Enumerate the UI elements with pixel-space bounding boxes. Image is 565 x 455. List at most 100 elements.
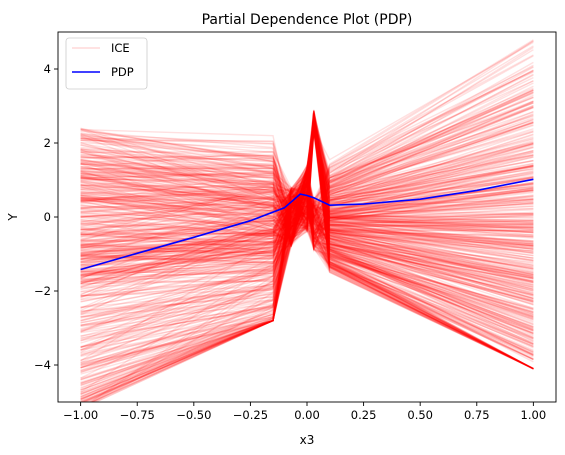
ice-line — [80, 217, 534, 351]
ice-line — [80, 87, 534, 296]
ice-line — [80, 122, 534, 255]
ice-line — [80, 185, 534, 402]
ice-line — [80, 171, 534, 360]
ice-line — [80, 80, 534, 393]
ice-line — [80, 201, 534, 402]
ice-line — [80, 122, 534, 243]
ice-line — [80, 122, 534, 218]
ice-line — [80, 117, 534, 230]
ice-line — [80, 173, 534, 303]
ice-line — [80, 118, 534, 238]
ice-line — [80, 190, 534, 361]
ice-line — [80, 177, 534, 241]
pdp-line — [80, 178, 534, 271]
ice-line — [80, 73, 534, 231]
ice-line — [80, 131, 534, 215]
ice-line — [80, 123, 534, 263]
ice-line — [80, 124, 534, 213]
ice-line — [80, 183, 534, 319]
ice-line — [80, 117, 534, 331]
ice-line — [80, 88, 534, 223]
ice-line — [80, 164, 534, 247]
ice-line — [80, 201, 534, 276]
ice-line — [84, 122, 534, 402]
ice-line — [80, 179, 534, 381]
ice-line — [80, 191, 534, 269]
ice-line — [80, 116, 534, 340]
ice-line — [80, 111, 534, 236]
ice-line — [80, 137, 534, 247]
ice-line — [80, 120, 534, 266]
ice-line — [80, 121, 534, 233]
y-axis-label: Y — [6, 213, 20, 222]
ice-line — [80, 113, 534, 248]
ice-line — [80, 198, 534, 244]
ice-line — [80, 123, 534, 337]
ice-line — [80, 165, 534, 250]
ice-line — [80, 40, 534, 299]
ice-line — [80, 202, 534, 402]
ice-line — [80, 130, 534, 367]
ice-line — [80, 117, 534, 365]
ice-line — [80, 118, 534, 243]
ice-line — [80, 122, 534, 263]
ice-line — [80, 118, 534, 351]
ice-line — [80, 133, 534, 297]
ice-line — [80, 116, 534, 277]
ice-line — [80, 168, 534, 391]
ice-line — [80, 183, 534, 320]
ice-line — [80, 215, 534, 266]
ice-line — [80, 175, 534, 288]
ice-line — [80, 114, 534, 239]
x-tick-label: −0.50 — [176, 408, 211, 422]
ice-line — [80, 180, 534, 252]
ice-line — [80, 115, 534, 282]
ice-line — [80, 127, 534, 312]
ice-line — [80, 128, 534, 223]
ice-line — [80, 187, 534, 364]
ice-line — [80, 176, 534, 249]
ice-line — [80, 186, 534, 244]
ice-line — [80, 180, 534, 341]
ice-line — [80, 115, 534, 280]
ice-line — [80, 167, 534, 257]
ice-line — [90, 207, 534, 402]
ice-line — [80, 131, 534, 275]
ice-line — [80, 136, 534, 285]
ice-line — [80, 113, 534, 215]
ice-line — [80, 191, 534, 300]
ice-line — [94, 189, 534, 402]
ice-line — [80, 198, 534, 279]
ice-line — [80, 121, 534, 354]
ice-line — [80, 200, 534, 356]
ice-line — [80, 118, 534, 296]
ice-line — [80, 212, 534, 260]
ice-line — [80, 163, 534, 315]
ice-line — [80, 128, 534, 379]
ice-line — [80, 65, 534, 261]
ice-line — [80, 163, 534, 249]
ice-line — [80, 125, 534, 224]
ice-line — [80, 215, 534, 340]
ice-line — [80, 115, 534, 279]
ice-line — [80, 49, 534, 215]
ice-line — [80, 117, 534, 284]
ice-line — [80, 191, 534, 254]
ice-line — [80, 120, 534, 370]
ice-line — [80, 114, 534, 196]
ice-line — [80, 189, 534, 309]
ice-line — [88, 122, 534, 402]
ice-line — [80, 125, 534, 303]
ice-line — [80, 55, 534, 220]
ice-line — [80, 124, 534, 252]
ice-line — [80, 118, 534, 216]
ice-line — [80, 196, 534, 276]
ice-line — [80, 178, 534, 379]
ice-line — [80, 115, 534, 395]
ice-line — [80, 126, 534, 286]
ice-line — [80, 118, 534, 370]
ice-line — [80, 175, 534, 324]
ice-line — [80, 120, 534, 398]
ice-line — [80, 110, 534, 224]
ice-line — [80, 221, 534, 282]
